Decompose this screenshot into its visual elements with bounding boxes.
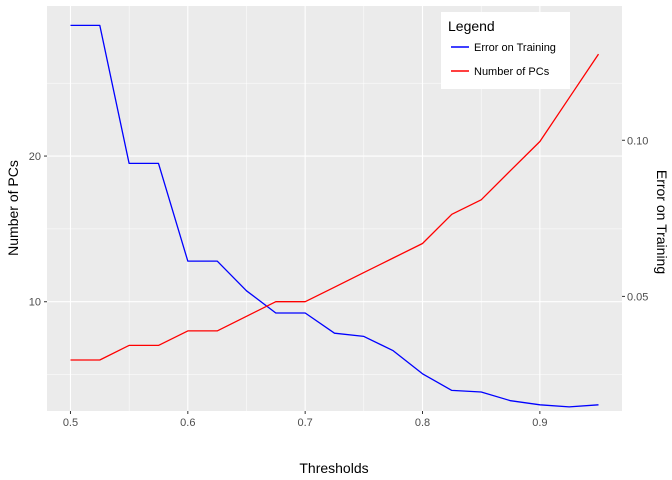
y-left-tick-label: 20 (29, 151, 41, 163)
y-left-axis-title: Number of PCs (5, 160, 21, 256)
x-tick-label: 0.5 (63, 417, 78, 429)
y-left-tick-label: 10 (29, 297, 41, 309)
legend-title: Legend (448, 18, 495, 34)
x-tick-label: 0.9 (532, 417, 547, 429)
x-tick-label: 0.7 (298, 417, 313, 429)
series-line-number-of-pcs (70, 53, 600, 361)
y-right-tick-label: 0.05 (627, 291, 648, 303)
legend-label-number-of-pcs: Number of PCs (474, 66, 550, 78)
series-lines (70, 24, 600, 408)
legend-label-error-on-training: Error on Training (474, 42, 556, 54)
legend: Legend Error on Training Number of PCs (441, 12, 570, 89)
grid-major (47, 6, 622, 411)
x-tick-label: 0.6 (180, 417, 195, 429)
x-axis-ticks: 0.5 0.6 0.7 0.8 0.9 (63, 411, 548, 429)
y-left-axis-ticks: 10 20 (29, 151, 47, 309)
x-axis-title: Thresholds (299, 460, 368, 476)
y-right-tick-label: 0.10 (627, 135, 648, 147)
series-line-error-on-training (70, 24, 599, 408)
legend-box (441, 12, 570, 89)
y-right-axis-ticks: 0.05 0.10 (622, 135, 648, 303)
x-tick-label: 0.8 (415, 417, 430, 429)
y-right-axis-title: Error on Training (654, 170, 670, 274)
